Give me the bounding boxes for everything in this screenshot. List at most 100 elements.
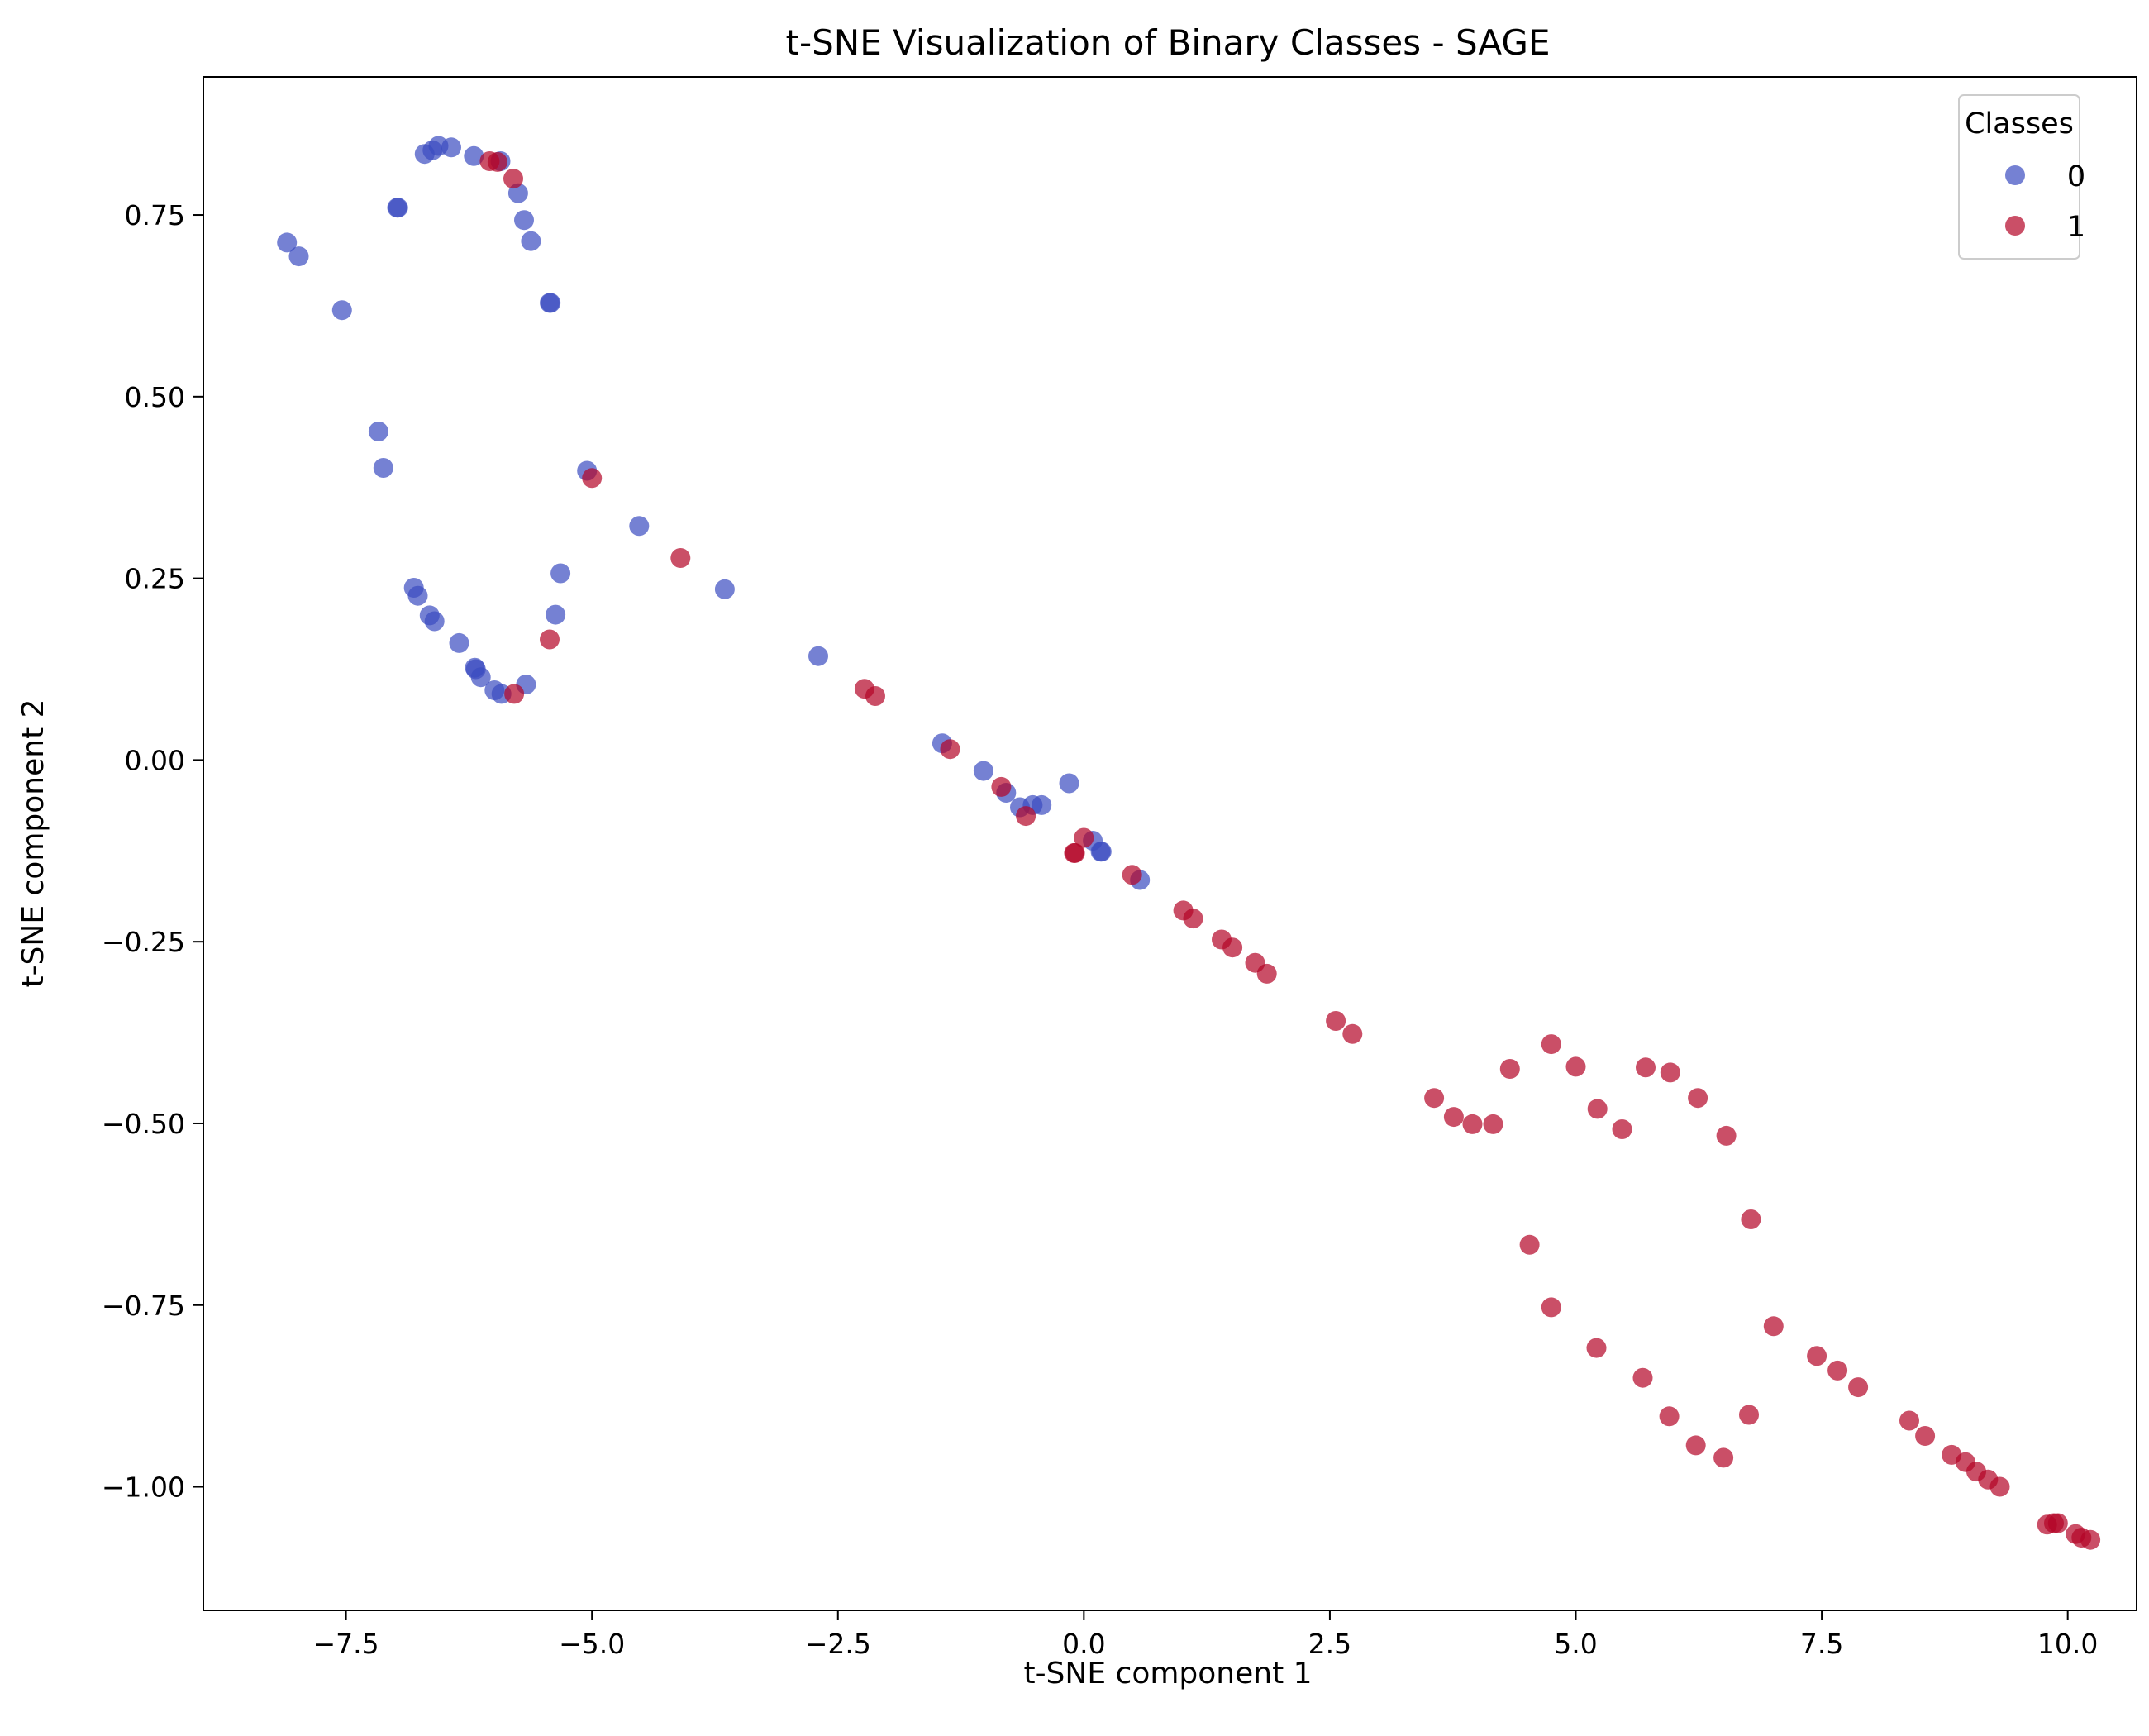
point-class-0-15 <box>521 231 541 251</box>
point-class-1-40 <box>1586 1338 1607 1358</box>
point-class-1-19 <box>1222 937 1243 958</box>
point-class-0-19 <box>629 516 650 537</box>
point-class-1-34 <box>1660 1062 1680 1083</box>
plot-area <box>203 77 2137 1610</box>
legend-marker-class-1 <box>2005 216 2025 236</box>
point-class-1-51 <box>1915 1426 1936 1446</box>
x-tick-label: 7.5 <box>1800 1628 1843 1660</box>
x-tick-label: 5.0 <box>1554 1628 1597 1660</box>
point-class-1-3 <box>582 468 603 489</box>
point-class-1-62 <box>2080 1529 2101 1550</box>
point-class-0-14 <box>514 210 534 231</box>
point-class-1-32 <box>1612 1119 1632 1139</box>
point-class-1-10 <box>991 776 1012 797</box>
point-class-1-59 <box>2047 1513 2068 1533</box>
point-class-1-29 <box>1541 1034 1561 1055</box>
y-axis: 0.75 0.50 0.25 0.00 −0.25 −0.50 −0.75 −1.00 <box>102 199 203 1504</box>
point-class-0-24 <box>449 632 469 653</box>
legend-label-class-0: 0 <box>2067 160 2085 193</box>
y-tick-label: −0.75 <box>102 1290 185 1322</box>
point-class-0-1 <box>288 246 309 267</box>
point-class-1-27 <box>1483 1114 1503 1134</box>
legend: Classes 0 1 <box>1958 94 2085 260</box>
point-class-1-31 <box>1587 1099 1608 1119</box>
legend-marker-class-0 <box>2005 165 2025 185</box>
y-tick-label: 0.50 <box>125 381 185 413</box>
x-axis: −7.5 −5.0 −2.5 0.0 2.5 5.0 7.5 10.0 <box>313 1610 2098 1660</box>
point-class-1-37 <box>1741 1209 1761 1229</box>
point-class-1-28 <box>1499 1059 1520 1079</box>
point-class-0-17 <box>541 293 561 313</box>
point-class-1-50 <box>1899 1410 1919 1431</box>
x-axis-title: t-SNE component 1 <box>1023 1657 1312 1691</box>
y-tick-label: −1.00 <box>102 1471 185 1504</box>
point-class-1-35 <box>1688 1088 1708 1109</box>
point-class-1-22 <box>1326 1011 1346 1031</box>
chart-title: t-SNE Visualization of Binary Classes - … <box>786 22 1551 63</box>
x-tick-label: −2.5 <box>805 1628 871 1660</box>
point-class-0-27 <box>470 667 491 688</box>
point-class-0-44 <box>1091 842 1112 862</box>
point-class-1-5 <box>540 629 560 650</box>
point-class-0-10 <box>441 137 461 158</box>
point-class-0-6 <box>388 198 408 218</box>
point-class-1-33 <box>1636 1057 1656 1078</box>
x-tick-label: 0.0 <box>1062 1628 1105 1660</box>
point-class-0-21 <box>407 585 428 606</box>
point-class-0-0 <box>277 232 298 253</box>
point-class-1-6 <box>504 684 525 704</box>
point-class-0-11 <box>464 145 484 166</box>
y-tick-label: −0.50 <box>102 1108 185 1140</box>
points-layer <box>277 136 2101 1550</box>
y-tick-label: −0.25 <box>102 926 185 958</box>
point-class-1-11 <box>1016 806 1036 827</box>
point-class-1-26 <box>1462 1114 1483 1134</box>
point-class-1-21 <box>1256 963 1277 984</box>
point-class-1-14 <box>1065 842 1085 863</box>
point-class-1-15 <box>1122 865 1142 885</box>
x-tick-label: 2.5 <box>1308 1628 1351 1660</box>
point-class-1-12 <box>1074 827 1094 848</box>
point-class-0-32 <box>550 563 571 584</box>
point-class-1-8 <box>865 686 885 706</box>
point-class-0-3 <box>368 422 388 441</box>
point-class-1-38 <box>1519 1234 1540 1255</box>
point-class-1-44 <box>1713 1447 1734 1468</box>
point-class-1-39 <box>1541 1297 1561 1318</box>
point-class-1-9 <box>940 739 960 760</box>
point-class-0-31 <box>546 604 566 625</box>
x-tick-label: −7.5 <box>313 1628 379 1660</box>
point-class-1-24 <box>1424 1088 1445 1109</box>
point-class-0-2 <box>331 300 352 321</box>
legend-title: Classes <box>1965 107 2074 141</box>
point-class-1-46 <box>1763 1316 1784 1337</box>
x-tick-label: 10.0 <box>2037 1628 2098 1660</box>
point-class-1-43 <box>1685 1435 1706 1456</box>
point-class-1-30 <box>1565 1056 1586 1077</box>
y-tick-label: 0.00 <box>125 744 185 776</box>
point-class-0-4 <box>373 458 393 478</box>
y-axis-title: t-SNE component 2 <box>17 699 50 987</box>
point-class-1-48 <box>1827 1360 1848 1381</box>
point-class-1-36 <box>1716 1125 1737 1146</box>
y-tick-label: 0.25 <box>125 563 185 595</box>
point-class-1-49 <box>1848 1377 1869 1398</box>
point-class-1-41 <box>1632 1367 1653 1388</box>
point-class-0-41 <box>1059 773 1079 794</box>
point-class-1-1 <box>487 151 507 172</box>
point-class-1-45 <box>1739 1405 1759 1425</box>
point-class-1-42 <box>1659 1406 1680 1427</box>
point-class-0-23 <box>424 611 445 632</box>
plot-frame <box>203 76 2137 1611</box>
point-class-1-47 <box>1807 1346 1827 1366</box>
point-class-1-2 <box>503 169 523 189</box>
point-class-0-40 <box>1032 794 1052 815</box>
point-class-1-25 <box>1443 1107 1464 1128</box>
point-class-0-36 <box>973 761 993 781</box>
y-tick-label: 0.75 <box>125 199 185 231</box>
point-class-1-4 <box>670 548 691 568</box>
point-class-0-33 <box>714 579 735 599</box>
point-class-1-23 <box>1342 1023 1363 1044</box>
point-class-1-17 <box>1183 909 1203 929</box>
